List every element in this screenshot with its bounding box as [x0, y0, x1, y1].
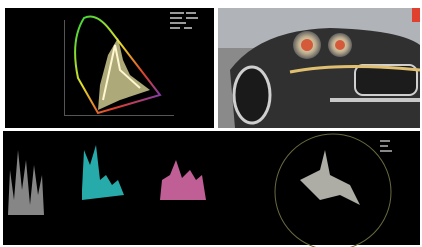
scopes-screenshot: [0, 0, 422, 247]
headlight-center: [301, 39, 313, 51]
waveform-panel: [3, 131, 420, 247]
car-image-panel: [218, 8, 420, 128]
panel-background: [3, 131, 420, 245]
scopes-canvas: [0, 0, 422, 247]
headlight-center: [335, 40, 345, 50]
color-patch: [412, 8, 420, 22]
cie-panel: [5, 8, 214, 128]
wheel: [234, 67, 270, 123]
